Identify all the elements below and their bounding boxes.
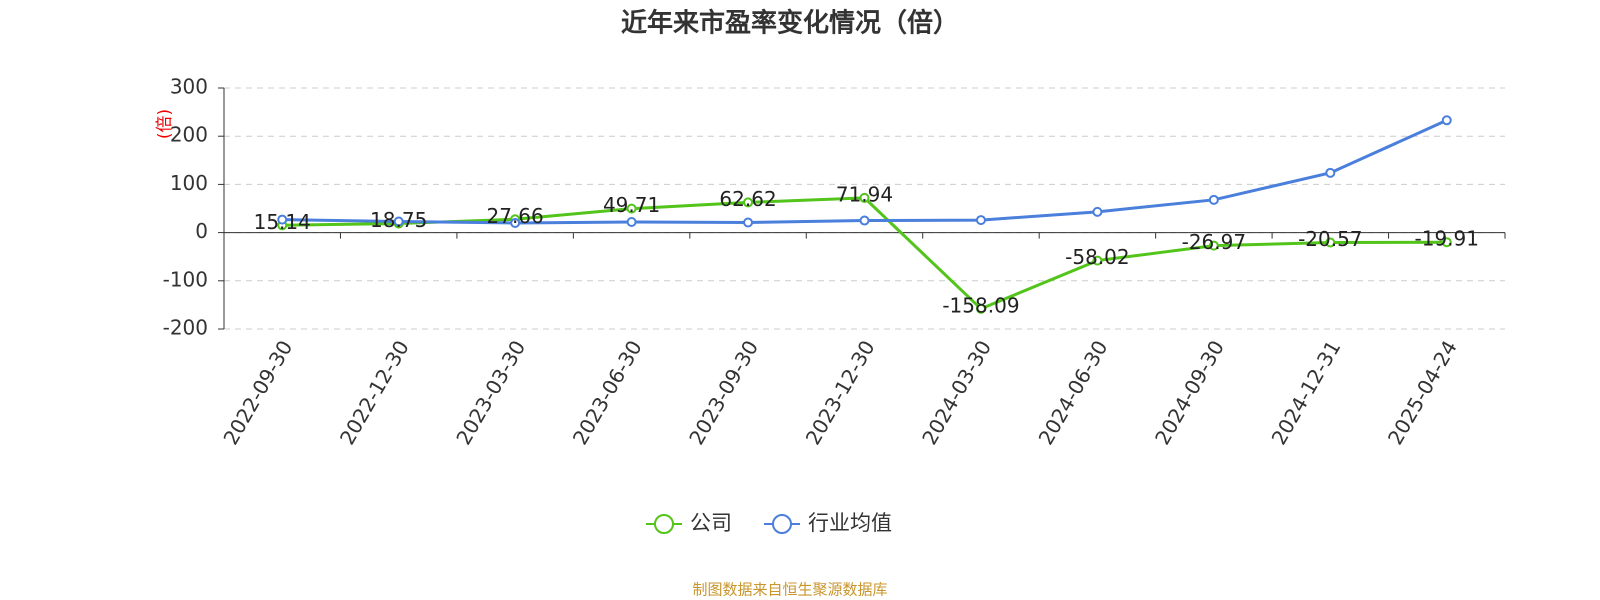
x-tick-label: 2024-06-30	[1034, 336, 1113, 449]
data-point	[1092, 255, 1103, 266]
x-tick-label: 2024-12-31	[1267, 336, 1346, 449]
data-point	[1092, 206, 1103, 217]
data-point	[743, 197, 754, 208]
data-point	[626, 216, 637, 227]
series-line	[282, 118, 1448, 225]
data-label: 27.66	[487, 204, 544, 228]
series-line	[282, 196, 1447, 311]
x-tick-label: 2022-09-30	[218, 336, 297, 449]
legend-marker	[772, 514, 792, 534]
y-tick-label: 0	[195, 219, 208, 243]
data-label: -26.97	[1182, 230, 1246, 254]
data-point	[975, 303, 986, 314]
data-point	[743, 217, 754, 228]
x-tick-label: 2024-09-30	[1150, 336, 1229, 449]
data-label: 71.94	[836, 182, 893, 206]
data-point	[510, 217, 521, 228]
y-axis-label: (倍)	[155, 109, 175, 139]
source-note: 制图数据来自恒生聚源数据库	[692, 581, 887, 599]
data-label: -58.02	[1065, 245, 1129, 269]
y-tick-label: -100	[163, 267, 208, 291]
x-tick-label: 2024-03-30	[917, 336, 996, 449]
x-tick-label: 2025-04-24	[1383, 336, 1462, 449]
data-label: 62.62	[719, 187, 776, 211]
data-label: 49.71	[603, 193, 660, 217]
legend-label: 行业均值	[808, 511, 892, 535]
legend-marker	[654, 514, 674, 534]
data-point	[393, 216, 404, 227]
y-tick-label: 300	[170, 75, 208, 99]
y-tick-label: 100	[170, 171, 208, 195]
data-point	[1208, 240, 1219, 251]
x-tick-label: 2022-12-30	[335, 336, 414, 449]
data-label: -20.57	[1298, 227, 1362, 251]
y-tick-label: -200	[163, 316, 208, 340]
data-point	[859, 192, 870, 203]
x-tick-label: 2023-06-30	[568, 336, 647, 449]
data-point	[1325, 167, 1336, 178]
data-point	[1325, 237, 1336, 248]
y-tick-label: 200	[170, 123, 208, 147]
data-point	[1208, 194, 1219, 205]
data-label: 18.75	[370, 208, 427, 232]
data-point	[1441, 237, 1452, 248]
data-point	[277, 214, 288, 225]
x-tick-label: 2023-09-30	[684, 336, 763, 449]
data-label: -19.91	[1415, 227, 1479, 251]
x-tick-label: 2023-12-30	[801, 336, 880, 449]
data-label: -158.09	[942, 293, 1019, 317]
legend-label: 公司	[690, 511, 732, 535]
chart-title: 近年来市盈率变化情况（倍）	[621, 8, 959, 39]
data-point	[626, 203, 637, 214]
data-point	[1441, 115, 1452, 126]
x-tick-label: 2023-03-30	[451, 336, 530, 449]
data-point	[975, 215, 986, 226]
data-point	[859, 215, 870, 226]
data-label: 15.14	[254, 210, 311, 234]
